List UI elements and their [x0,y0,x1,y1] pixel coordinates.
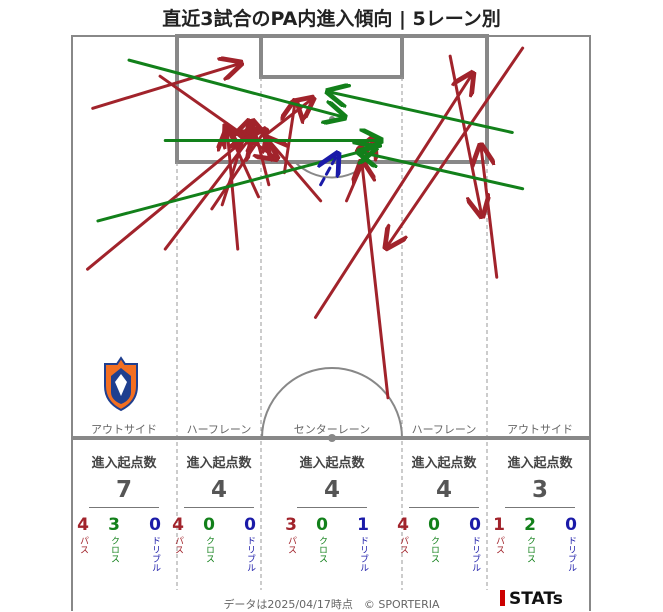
club-crest-icon [104,356,138,412]
entry-breakdown: 4 パス 3 クロス 0 ドリブル [69,516,179,572]
pass-arrow-7 [269,141,323,203]
pass-arrow-2 [91,64,238,110]
cross-count: 3 クロス [108,515,120,563]
entry-count-total: 4 [323,477,340,503]
entry-count-heading: 進入起点数 [186,456,252,471]
cross-count: 2 クロス [524,515,536,563]
penalty-area [175,34,489,164]
pass-arrow-12 [388,46,525,245]
cross-count: 0 クロス [203,515,215,563]
pass-count: 3 パス [285,515,297,554]
lane-label-halfspace-right: ハーフレーン [411,423,477,436]
goal-area [259,34,404,79]
pass-arrow-16 [481,149,499,279]
penalty-spot [329,116,335,122]
divider [409,507,479,508]
pass-arrow-15 [448,54,481,213]
cross-arrow-20 [362,153,525,191]
lane-stats-0: 進入起点数 7 4 パス 3 クロス 0 ドリブル [69,452,179,572]
logo-mark-icon [500,590,505,606]
lane-label-halfspace-left: ハーフレーン [186,423,252,436]
divider [184,507,254,508]
lane-stats-3: 進入起点数 4 4 パス 0 クロス 0 ドリブル [389,452,499,572]
entry-breakdown: 3 パス 0 クロス 1 ドリブル [277,516,387,572]
pass-count: 1 パス [493,515,505,554]
entry-count-heading: 進入起点数 [411,456,477,471]
entry-breakdown: 4 パス 0 クロス 0 ドリブル [389,516,499,572]
pass-count: 4 パス [77,515,89,554]
entry-breakdown: 1 パス 2 クロス 0 ドリブル [485,516,595,572]
cross-count: 0 クロス [316,515,328,563]
cross-count: 0 クロス [428,515,440,563]
entry-count-heading: 進入起点数 [507,456,573,471]
stats-logo: STATs [500,589,563,609]
cross-arrow-18 [127,58,341,116]
lane-stats-2: 進入起点数 4 3 パス 0 クロス 1 ドリブル [277,452,387,572]
entry-count-heading: 進入起点数 [299,456,365,471]
lane-label-outside-left: アウトサイド [91,423,157,436]
entry-count-total: 7 [115,477,132,503]
lane-stats-4: 進入起点数 3 1 パス 2 クロス 0 ドリブル [485,452,595,572]
dribble-count: 0 ドリブル [149,515,161,572]
arrow-layer [86,46,525,400]
entry-count-heading: 進入起点数 [91,456,157,471]
divider [297,507,367,508]
pass-arrow-14 [313,76,470,319]
entry-breakdown: 4 パス 0 クロス 0 ドリブル [164,516,274,572]
chart-title: 直近3試合のPA内進入傾向 | 5レーン別 [162,8,501,30]
pass-arrow-10 [210,132,264,211]
dribble-count: 1 ドリブル [357,515,369,572]
pass-arrow-17 [163,141,248,251]
dribble-arrow-23 [321,157,337,187]
divider [505,507,575,508]
center-spot [328,434,336,442]
lane-label-center: センターレーン [293,423,371,436]
footer-note: データは2025/04/17時点 © SPORTERIA [223,598,440,611]
entry-count-total: 3 [531,477,548,503]
center-circle [261,367,403,439]
dribble-count: 0 ドリブル [244,515,256,572]
dribble-count: 0 ドリブル [469,515,481,572]
pass-arrow-13 [362,165,390,400]
dribble-count: 0 ドリブル [565,515,577,572]
entry-count-total: 4 [210,477,227,503]
lane-label-outside-right: アウトサイド [507,423,573,436]
divider [89,507,159,508]
lane-stats-1: 進入起点数 4 4 パス 0 クロス 0 ドリブル [164,452,274,572]
entry-count-total: 4 [435,477,452,503]
cross-arrow-19 [331,92,514,134]
pass-count: 4 パス [172,515,184,554]
pass-count: 4 パス [397,515,409,554]
